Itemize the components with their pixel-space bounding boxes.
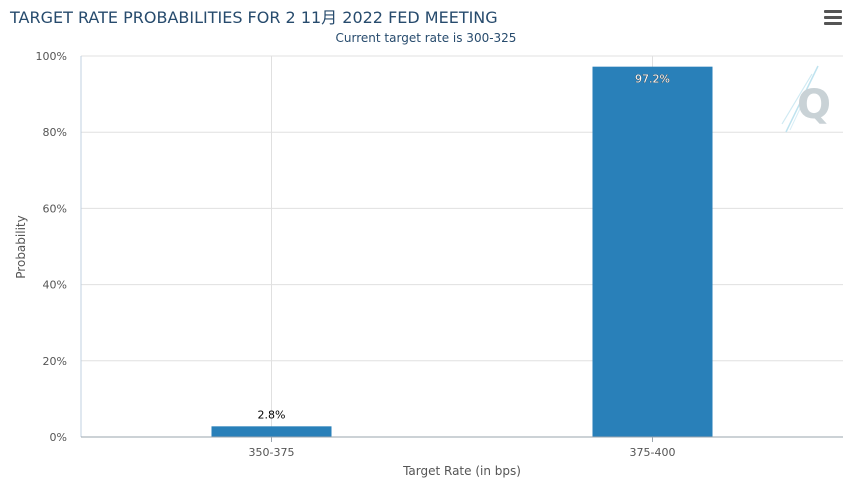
tick-labels: 0% 20% 40% 60% 80% 100% 2.8% 350-375 97.2% 375-40… bbox=[36, 50, 676, 459]
chart-subtitle: Current target rate is 300-325 bbox=[335, 31, 517, 45]
quikstrike-logo: Q bbox=[781, 65, 831, 133]
y-tick-label: 80% bbox=[43, 126, 67, 139]
data-label: 2.8% bbox=[258, 408, 286, 421]
logo-letter: Q bbox=[797, 82, 831, 128]
x-axis-title: Target Rate (in bps) bbox=[402, 464, 521, 478]
chart-title: TARGET RATE PROBABILITIES FOR 2 11月 2022… bbox=[10, 8, 498, 27]
x-tick-label: 375-400 bbox=[630, 446, 676, 459]
bars bbox=[211, 66, 713, 437]
grid-lines bbox=[81, 55, 843, 437]
y-tick-label: 100% bbox=[36, 50, 67, 63]
bar bbox=[592, 66, 713, 437]
y-tick-label: 0% bbox=[50, 431, 67, 444]
axes bbox=[80, 56, 843, 442]
hamburger-menu-icon[interactable] bbox=[822, 10, 844, 28]
y-tick-label: 60% bbox=[43, 202, 67, 215]
y-tick-label: 40% bbox=[43, 279, 67, 292]
data-label: 97.2% bbox=[635, 73, 670, 86]
y-axis-title: Probability bbox=[14, 215, 28, 278]
y-tick-label: 20% bbox=[43, 355, 67, 368]
bar bbox=[211, 426, 332, 437]
x-tick-label: 350-375 bbox=[249, 446, 295, 459]
